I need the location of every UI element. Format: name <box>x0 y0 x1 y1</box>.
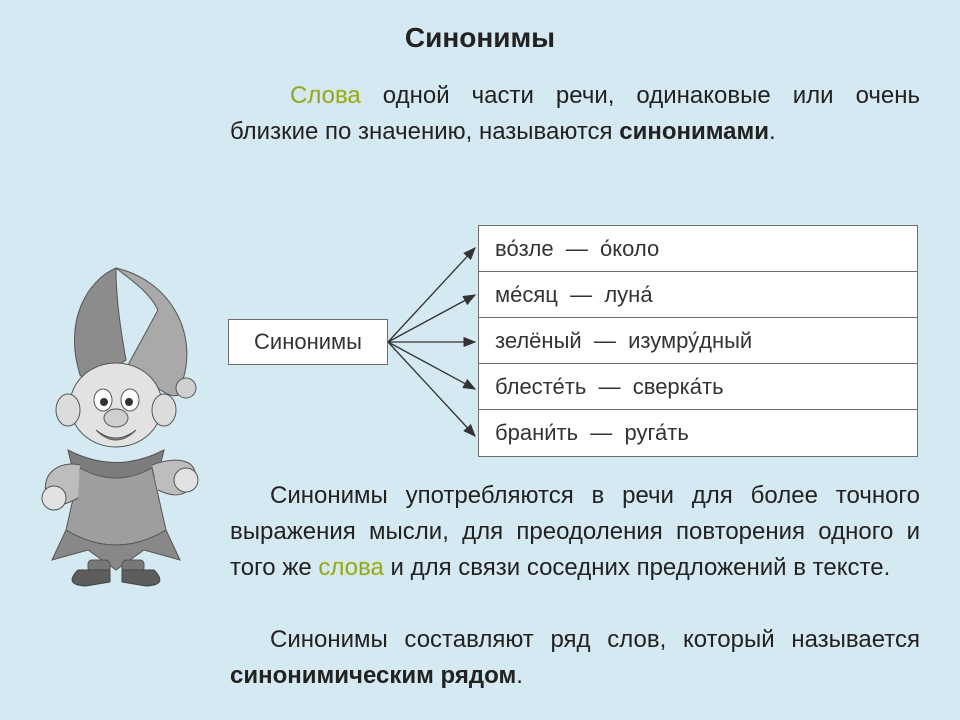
para3-text-b: . <box>516 662 523 689</box>
para2-text-b: и для связи соседних предложений в текст… <box>384 554 890 581</box>
intro-text-2: . <box>769 118 776 145</box>
synonyms-diagram: Синонимы во́зле — о́коло ме́сяц — луна́ … <box>228 225 928 460</box>
highlighted-word: Слова <box>230 82 361 109</box>
highlighted-word: слова <box>318 554 383 581</box>
gnome-illustration <box>8 260 223 590</box>
keyword-synonyms: синонимами <box>619 118 769 145</box>
intro-paragraph: Слова одной части речи, одинаковые или о… <box>230 78 920 150</box>
gnome-icon <box>8 260 223 590</box>
page-title: Синонимы <box>0 22 960 54</box>
keyword-synonymic-row: синонимическим рядом <box>230 662 516 689</box>
series-paragraph: Синонимы составляют ряд слов, который на… <box>230 622 920 694</box>
para3-text-a: Синонимы составляют ряд слов, который на… <box>230 626 920 653</box>
usage-paragraph: Синонимы употребляются в речи для бо­лее… <box>230 478 920 586</box>
diagram-arrows <box>228 225 928 460</box>
